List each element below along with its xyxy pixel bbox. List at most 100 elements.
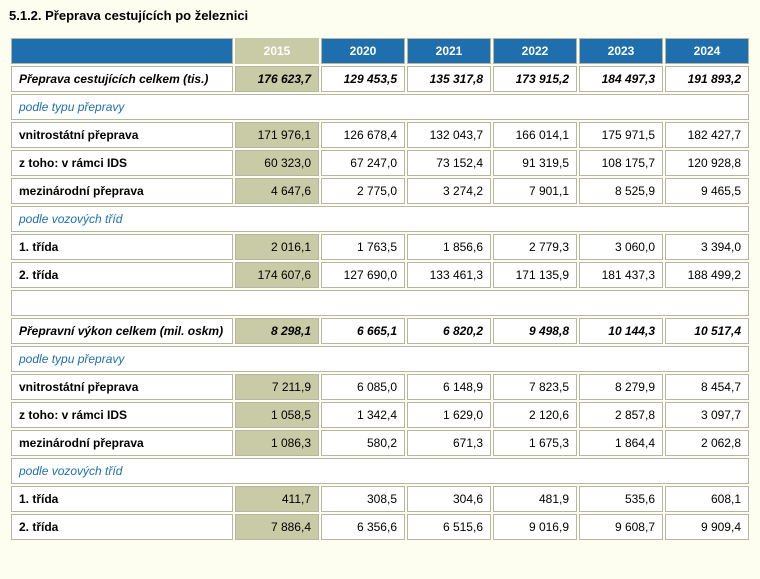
section-row: podle typu přepravy xyxy=(11,346,749,372)
value-cell: 7 901,1 xyxy=(493,178,577,204)
value-cell: 2 857,8 xyxy=(579,402,663,428)
value-cell: 308,5 xyxy=(321,486,405,512)
table-row: 1. třída 411,7 308,5 304,6 481,9 535,6 608,1 xyxy=(11,486,749,512)
column-header: 2023 xyxy=(579,38,663,64)
value-cell: 10 517,4 xyxy=(665,318,749,344)
value-cell: 1 342,4 xyxy=(321,402,405,428)
value-cell-base-year: 7 886,4 xyxy=(235,514,319,540)
value-cell: 580,2 xyxy=(321,430,405,456)
value-cell: 182 427,7 xyxy=(665,122,749,148)
value-cell: 133 461,3 xyxy=(407,262,491,288)
value-cell: 3 394,0 xyxy=(665,234,749,260)
value-cell: 6 085,0 xyxy=(321,374,405,400)
value-cell: 3 274,2 xyxy=(407,178,491,204)
value-cell: 7 823,5 xyxy=(493,374,577,400)
value-cell: 191 893,2 xyxy=(665,66,749,92)
table-body: Přeprava cestujících celkem (tis.) 176 62… xyxy=(11,66,749,540)
value-cell: 6 356,6 xyxy=(321,514,405,540)
section-row: podle vozových tříd xyxy=(11,206,749,232)
value-cell: 120 928,8 xyxy=(665,150,749,176)
value-cell: 304,6 xyxy=(407,486,491,512)
column-header: 2021 xyxy=(407,38,491,64)
value-cell: 8 525,9 xyxy=(579,178,663,204)
total-row: Přeprava cestujících celkem (tis.) 176 62… xyxy=(11,66,749,92)
row-label: Přepravní výkon celkem (mil. oskm) xyxy=(11,318,233,344)
value-cell-base-year: 174 607,6 xyxy=(235,262,319,288)
value-cell: 2 062,8 xyxy=(665,430,749,456)
total-row: Přepravní výkon celkem (mil. oskm) 8 298,… xyxy=(11,318,749,344)
value-cell: 3 097,7 xyxy=(665,402,749,428)
value-cell: 3 060,0 xyxy=(579,234,663,260)
spacer-row xyxy=(11,290,749,316)
value-cell: 2 779,3 xyxy=(493,234,577,260)
value-cell-base-year: 411,7 xyxy=(235,486,319,512)
value-cell: 129 453,5 xyxy=(321,66,405,92)
section-label: podle vozových tříd xyxy=(11,206,749,232)
header-corner xyxy=(11,38,233,64)
value-cell: 9 498,8 xyxy=(493,318,577,344)
table-row: vnitrostátní přeprava 171 976,1 126 678,4 1… xyxy=(11,122,749,148)
value-cell: 6 148,9 xyxy=(407,374,491,400)
page-title: 5.1.2. Přeprava cestujících po železnici xyxy=(9,8,249,23)
value-cell-base-year: 2 016,1 xyxy=(235,234,319,260)
value-cell: 91 319,5 xyxy=(493,150,577,176)
value-cell-base-year: 60 323,0 xyxy=(235,150,319,176)
value-cell: 9 465,5 xyxy=(665,178,749,204)
column-header-base-year: 2015 xyxy=(235,38,319,64)
value-cell-base-year: 1 058,5 xyxy=(235,402,319,428)
value-cell: 9 909,4 xyxy=(665,514,749,540)
value-cell: 608,1 xyxy=(665,486,749,512)
data-table: 2015 2020 2021 2022 2023 2024 Přeprava c… xyxy=(9,36,751,542)
value-cell: 132 043,7 xyxy=(407,122,491,148)
value-cell: 73 152,4 xyxy=(407,150,491,176)
row-label: mezinárodní přeprava xyxy=(11,178,233,204)
row-label: 1. třída xyxy=(11,486,233,512)
value-cell: 1 763,5 xyxy=(321,234,405,260)
row-label: vnitrostátní přeprava xyxy=(11,374,233,400)
row-label: vnitrostátní přeprava xyxy=(11,122,233,148)
value-cell: 108 175,7 xyxy=(579,150,663,176)
value-cell-base-year: 1 086,3 xyxy=(235,430,319,456)
value-cell: 1 864,4 xyxy=(579,430,663,456)
section-label: podle typu přepravy xyxy=(11,94,749,120)
value-cell: 184 497,3 xyxy=(579,66,663,92)
value-cell: 173 915,2 xyxy=(493,66,577,92)
row-label: 1. třída xyxy=(11,234,233,260)
table-row: 1. třída 2 016,1 1 763,5 1 856,6 2 779,3 3 06… xyxy=(11,234,749,260)
value-cell: 166 014,1 xyxy=(493,122,577,148)
value-cell-base-year: 4 647,6 xyxy=(235,178,319,204)
row-label: Přeprava cestujících celkem (tis.) xyxy=(11,66,233,92)
section-label: podle vozových tříd xyxy=(11,458,749,484)
spacer-cell xyxy=(11,290,749,316)
value-cell: 9 016,9 xyxy=(493,514,577,540)
row-label: z toho: v rámci IDS xyxy=(11,150,233,176)
value-cell: 1 856,6 xyxy=(407,234,491,260)
value-cell-base-year: 7 211,9 xyxy=(235,374,319,400)
table-row: 2. třída 174 607,6 127 690,0 133 461,3 171 1… xyxy=(11,262,749,288)
value-cell: 188 499,2 xyxy=(665,262,749,288)
value-cell: 1 675,3 xyxy=(493,430,577,456)
value-cell-base-year: 8 298,1 xyxy=(235,318,319,344)
value-cell: 10 144,3 xyxy=(579,318,663,344)
row-label: 2. třída xyxy=(11,262,233,288)
section-row: podle vozových tříd xyxy=(11,458,749,484)
value-cell: 6 665,1 xyxy=(321,318,405,344)
section-label: podle typu přepravy xyxy=(11,346,749,372)
value-cell: 127 690,0 xyxy=(321,262,405,288)
value-cell: 6 820,2 xyxy=(407,318,491,344)
header-row: 2015 2020 2021 2022 2023 2024 xyxy=(11,38,749,64)
column-header: 2022 xyxy=(493,38,577,64)
value-cell: 181 437,3 xyxy=(579,262,663,288)
value-cell: 2 120,6 xyxy=(493,402,577,428)
table-row: mezinárodní přeprava 1 086,3 580,2 671,3 1 6… xyxy=(11,430,749,456)
value-cell-base-year: 176 623,7 xyxy=(235,66,319,92)
column-header: 2024 xyxy=(665,38,749,64)
value-cell: 8 279,9 xyxy=(579,374,663,400)
row-label: mezinárodní přeprava xyxy=(11,430,233,456)
column-header: 2020 xyxy=(321,38,405,64)
table-row: z toho: v rámci IDS 60 323,0 67 247,0 73 15… xyxy=(11,150,749,176)
value-cell: 126 678,4 xyxy=(321,122,405,148)
value-cell: 6 515,6 xyxy=(407,514,491,540)
value-cell: 175 971,5 xyxy=(579,122,663,148)
value-cell: 1 629,0 xyxy=(407,402,491,428)
